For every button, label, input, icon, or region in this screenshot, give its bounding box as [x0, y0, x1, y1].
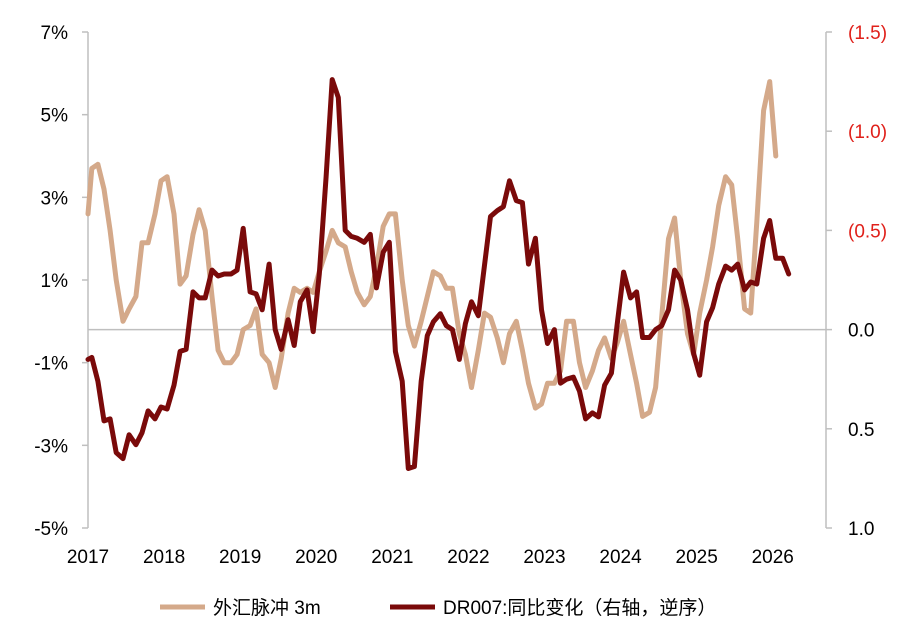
- left-axis-ticks: 7% 5% 3% 1% -1% -3% -5%: [34, 23, 88, 540]
- x-tick-label: 2021: [371, 547, 413, 568]
- right-tick-label: 1.0: [848, 519, 874, 540]
- axes: [87, 32, 827, 528]
- right-tick-label: (0.5): [848, 221, 887, 242]
- x-tick-label: 2022: [447, 547, 489, 568]
- left-tick-label: 7%: [41, 23, 69, 44]
- right-tick-label: (1.0): [848, 122, 887, 143]
- x-axis-ticks: 2017 2018 2019 2020 2021 2022 2023 2024 2025 2026: [67, 547, 794, 568]
- right-axis-ticks: (1.5) (1.0) (0.5) 0.0 0.5 1.0: [826, 23, 887, 540]
- x-tick-label: 2018: [143, 547, 185, 568]
- left-tick-label: 3%: [41, 188, 69, 209]
- right-tick-label: 0.5: [848, 420, 874, 441]
- x-tick-label: 2024: [599, 547, 642, 568]
- dr007-yoy-line: [85, 77, 792, 471]
- legend: 外汇脉冲 3m DR007:同比变化（右轴，逆序）: [160, 597, 716, 619]
- left-tick-label: -1%: [34, 354, 68, 375]
- x-tick-label: 2023: [523, 547, 565, 568]
- x-tick-label: 2020: [295, 547, 337, 568]
- right-tick-label: 0.0: [848, 321, 874, 342]
- series-layer: [85, 77, 792, 471]
- left-tick-label: -5%: [34, 519, 68, 540]
- x-tick-label: 2025: [676, 547, 718, 568]
- fx-pulse-3m-line: [85, 79, 779, 419]
- left-tick-label: 1%: [41, 271, 69, 292]
- legend-dr007-label: DR007:同比变化（右轴，逆序）: [443, 597, 716, 619]
- x-tick-label: 2019: [219, 547, 261, 568]
- left-tick-label: -3%: [34, 436, 68, 457]
- x-tick-label: 2017: [67, 547, 109, 568]
- legend-fx-pulse-label: 外汇脉冲 3m: [213, 597, 321, 619]
- x-tick-label: 2026: [752, 547, 794, 568]
- left-tick-label: 5%: [41, 106, 69, 127]
- right-tick-label: (1.5): [848, 23, 887, 44]
